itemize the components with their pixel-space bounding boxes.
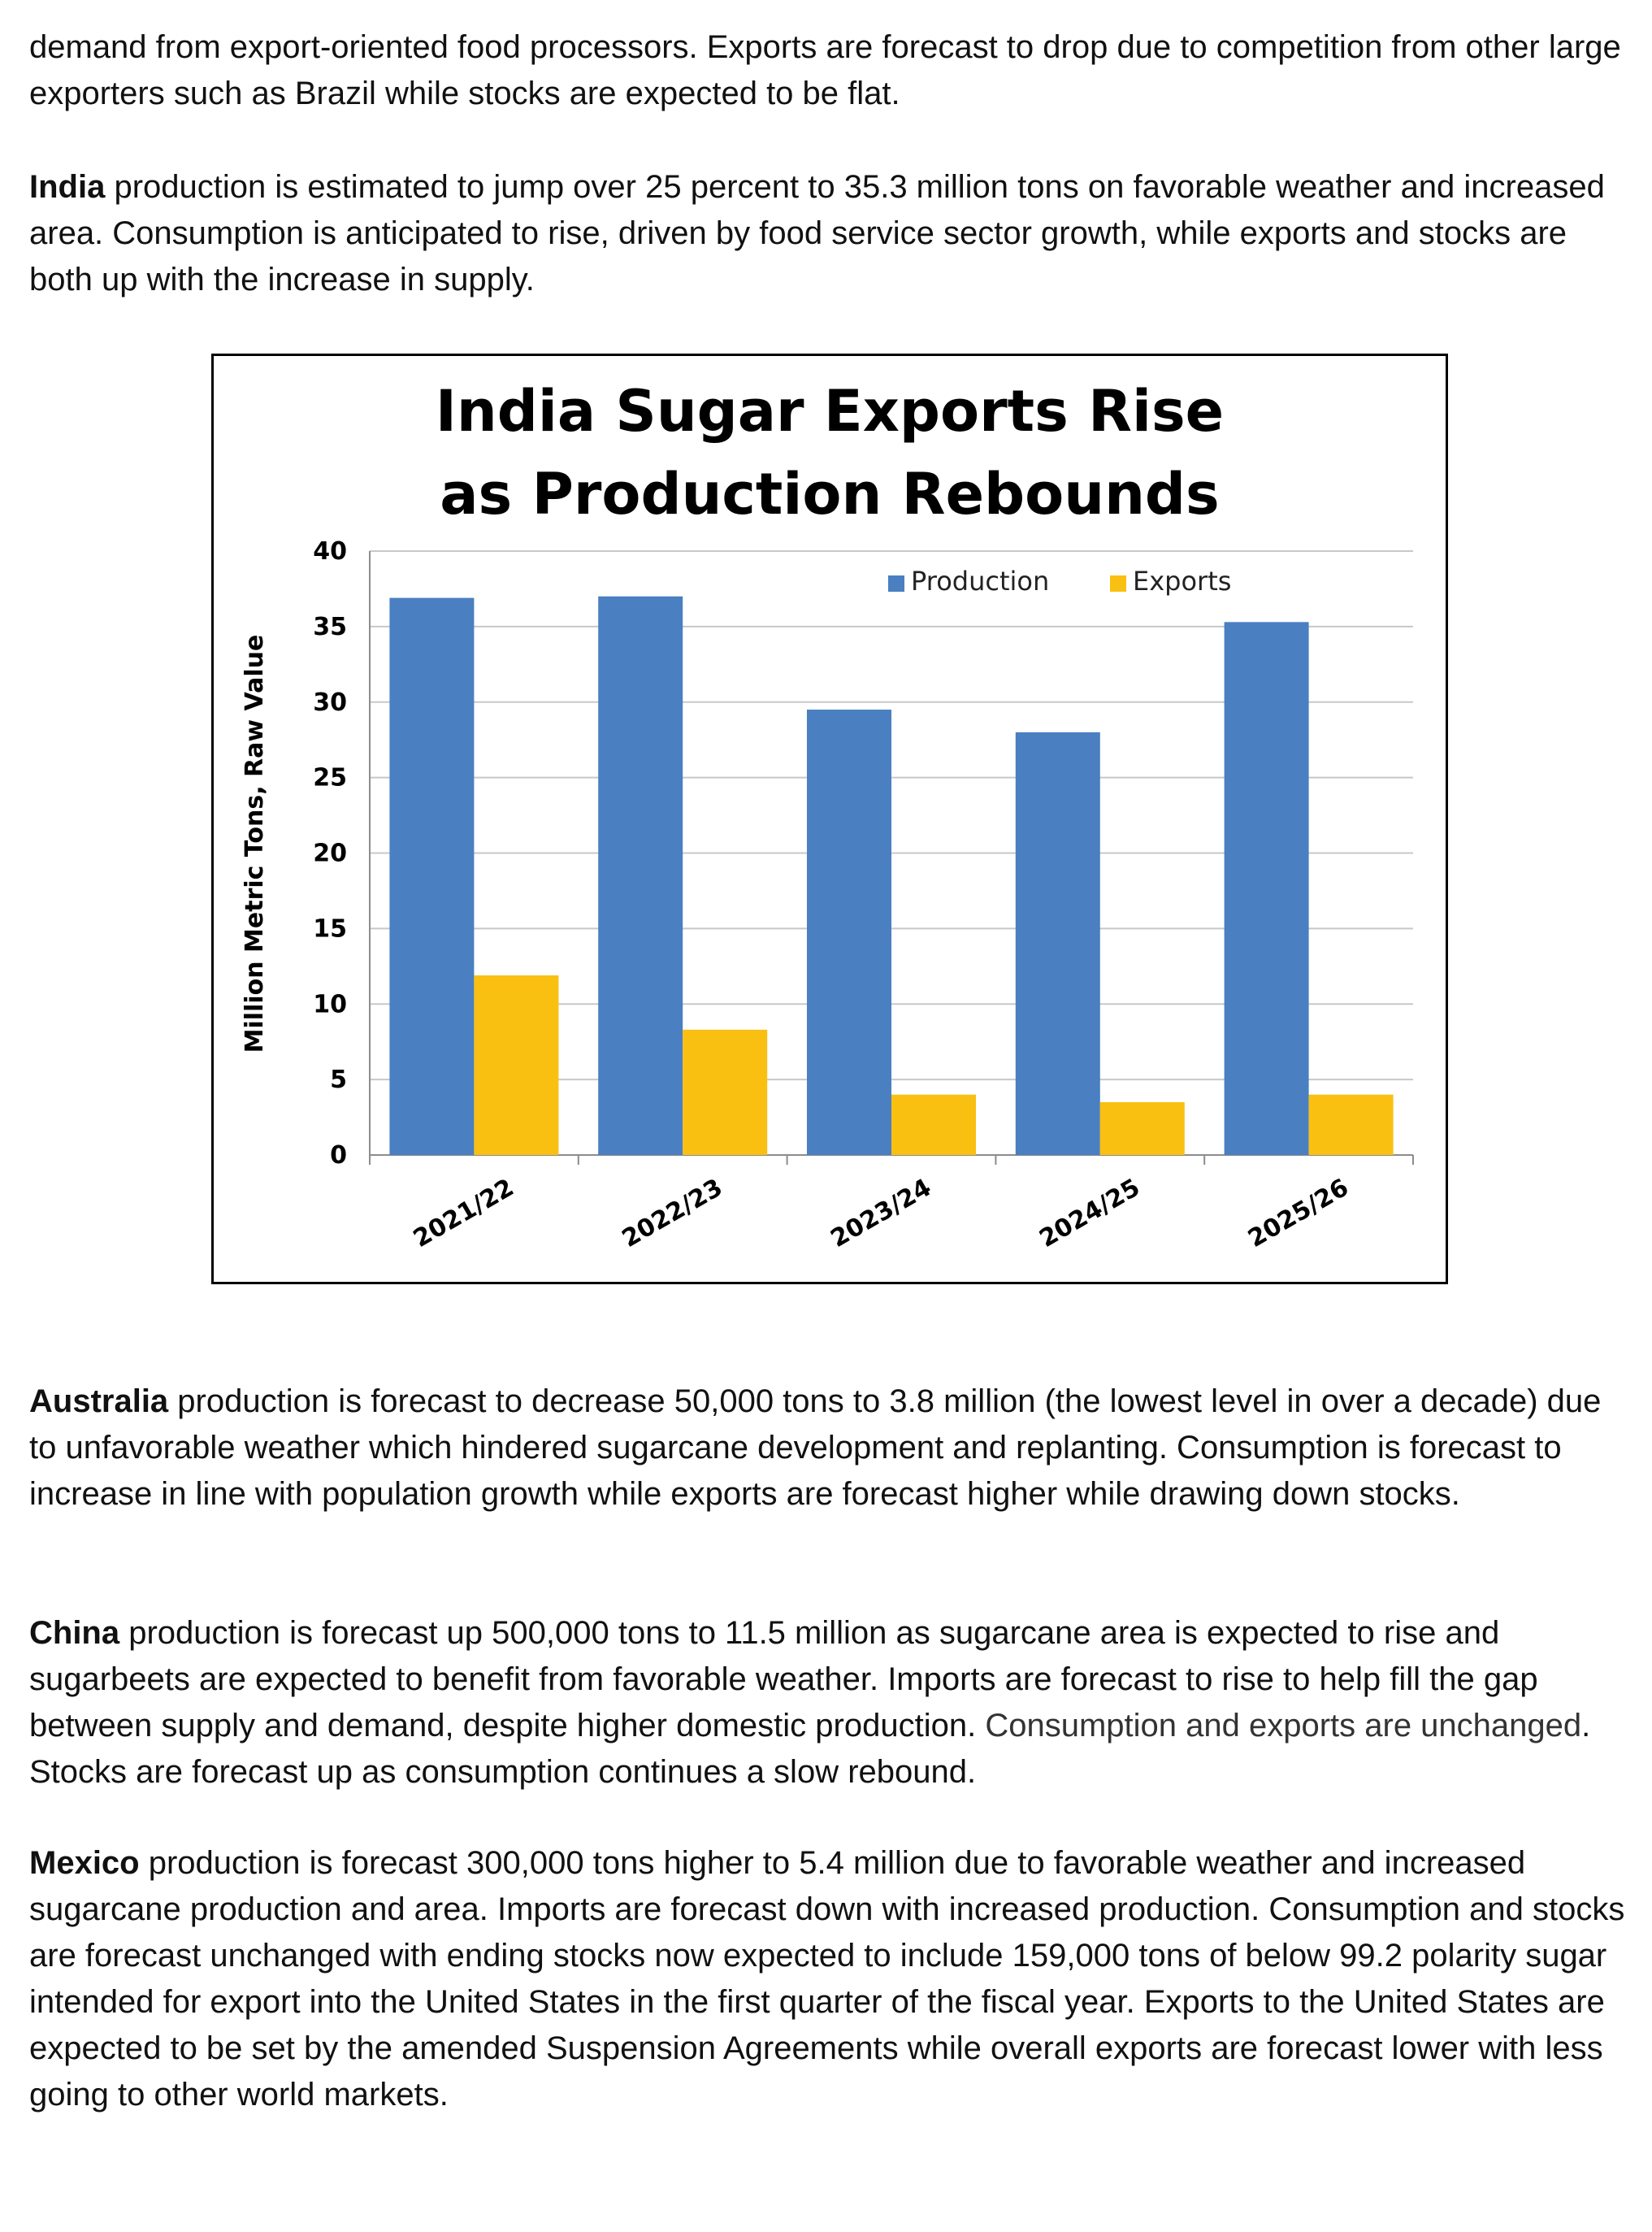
legend-label-production: Production <box>911 566 1049 597</box>
x-tick-label: 2024/25 <box>1034 1174 1144 1253</box>
y-tick-label: 20 <box>313 840 347 868</box>
chart-legend: Production Exports <box>888 566 1231 597</box>
paragraph-australia-text: production is forecast to decrease 50,00… <box>29 1383 1602 1512</box>
bar-layer <box>389 596 1394 1155</box>
paragraph-china-lead: China <box>29 1615 120 1651</box>
paragraph-australia: Australia production is forecast to decr… <box>29 1379 1634 1518</box>
paragraph-mexico-text: production is forecast 300,000 tons high… <box>29 1845 1625 2113</box>
chart-title-line-1: India Sugar Exports Rise <box>436 378 1224 445</box>
paragraph-china-text-c: . Stocks are forecast up as consumption … <box>29 1708 1591 1790</box>
bar-exports-2022-23 <box>683 1029 768 1155</box>
paragraph-india: India production is estimated to jump ov… <box>29 164 1634 303</box>
chart-svg: India Sugar Exports Rise as Production R… <box>241 378 1414 1253</box>
paragraph-mexico: Mexico production is forecast 300,000 to… <box>29 1840 1634 2118</box>
y-tick-label: 15 <box>313 914 347 943</box>
paragraph-intro: demand from export-oriented food process… <box>29 24 1634 117</box>
bar-production-2022-23 <box>598 596 683 1155</box>
paragraph-intro-text: demand from export-oriented food process… <box>29 29 1621 111</box>
bar-production-2021-22 <box>389 597 475 1155</box>
india-sugar-chart: India Sugar Exports Rise as Production R… <box>211 354 1448 1284</box>
legend-swatch-production <box>888 575 904 592</box>
y-tick-label: 35 <box>313 613 347 641</box>
x-tick-label: 2022/23 <box>618 1174 727 1253</box>
bar-exports-2023-24 <box>891 1094 976 1155</box>
x-tick-label: 2021/22 <box>409 1174 518 1253</box>
y-tick-label: 10 <box>313 990 347 1018</box>
paragraph-india-lead: India <box>29 169 106 205</box>
y-tick-label: 0 <box>330 1141 347 1170</box>
bar-production-2023-24 <box>807 710 891 1155</box>
legend-swatch-exports <box>1110 575 1126 592</box>
x-tick-label: 2023/24 <box>826 1174 936 1253</box>
bar-exports-2021-22 <box>474 975 559 1155</box>
y-tick-label: 30 <box>313 688 347 717</box>
paragraph-china: China production is forecast up 500,000 … <box>29 1610 1634 1796</box>
chart-title-line-2: as Production Rebounds <box>440 461 1219 528</box>
legend-label-exports: Exports <box>1133 566 1231 597</box>
paragraph-india-text: production is estimated to jump over 25 … <box>29 169 1605 297</box>
paragraph-mexico-lead: Mexico <box>29 1845 140 1881</box>
y-axis-label: Million Metric Tons, Raw Value <box>241 635 269 1053</box>
paragraph-australia-lead: Australia <box>29 1383 169 1419</box>
y-tick-label: 5 <box>330 1066 347 1094</box>
paragraph-china-text-b: Consumption and exports are unchanged <box>985 1708 1582 1743</box>
x-tick-label: 2025/26 <box>1243 1174 1353 1253</box>
bar-exports-2024-25 <box>1099 1101 1185 1155</box>
y-tick-label: 40 <box>313 537 347 566</box>
paragraph-china-text-a: production is forecast up 500,000 tons t… <box>29 1615 1538 1743</box>
y-tick-label: 25 <box>313 764 347 792</box>
bar-production-2025-26 <box>1224 622 1309 1155</box>
bar-production-2024-25 <box>1015 732 1100 1155</box>
bar-exports-2025-26 <box>1308 1094 1394 1155</box>
